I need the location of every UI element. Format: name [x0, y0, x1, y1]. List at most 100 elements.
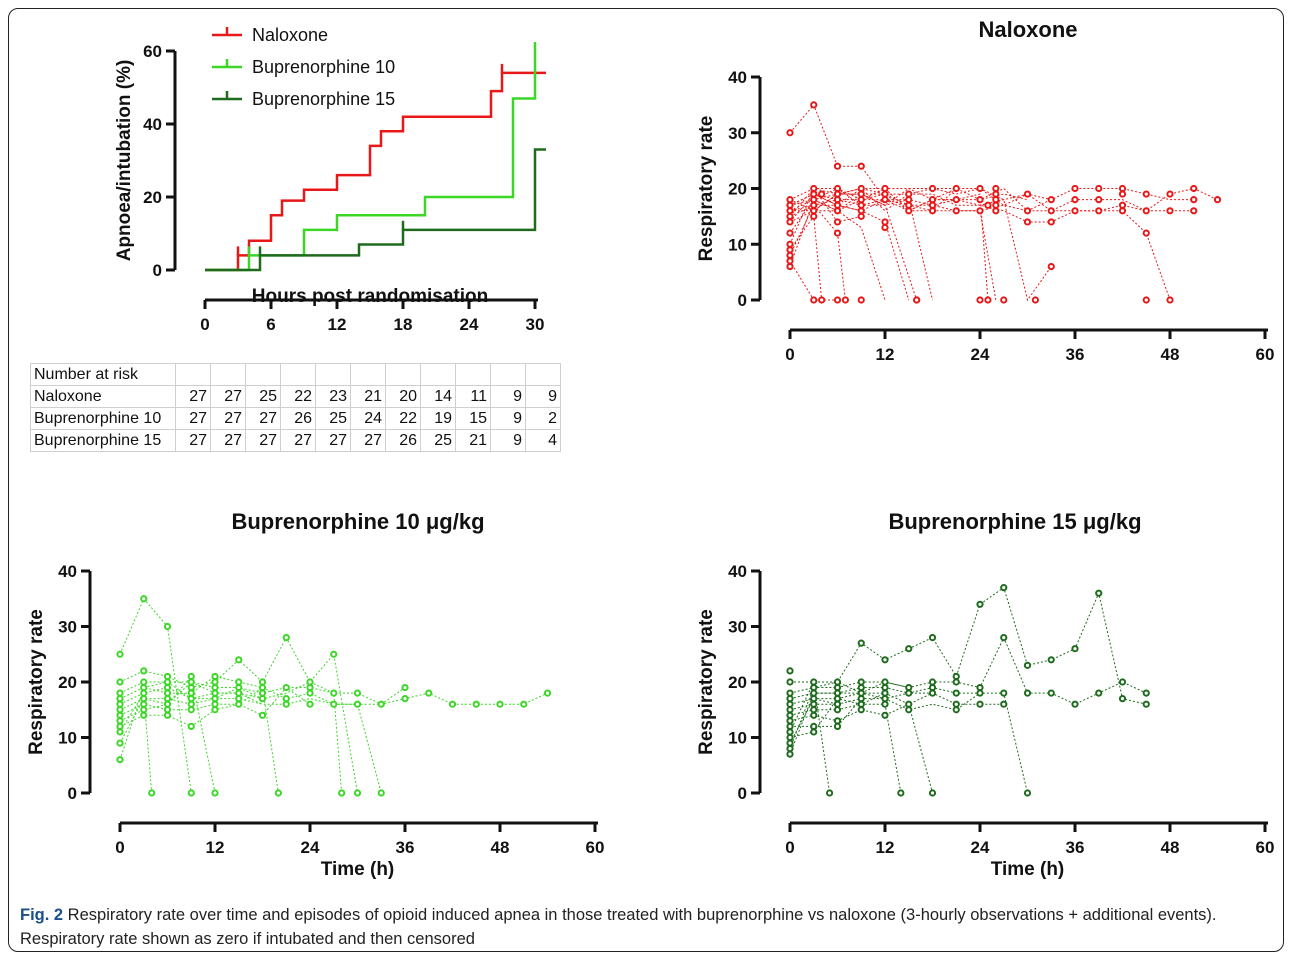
- data-point: [833, 196, 842, 204]
- data-point: [928, 196, 937, 204]
- x-tick-label: 30: [526, 315, 545, 334]
- data-point: [140, 711, 148, 719]
- risk-table-header-row: Number at risk: [30, 363, 561, 386]
- data-point: [881, 695, 889, 703]
- data-point: [116, 711, 124, 719]
- data-point: [928, 634, 937, 642]
- x-tick-label: 48: [491, 838, 510, 857]
- data-point: [306, 678, 314, 686]
- data-point: [810, 190, 818, 198]
- data-point: [786, 196, 794, 204]
- data-point: [833, 162, 842, 170]
- y-axis-label: Apnoea/intubation (%): [114, 60, 135, 262]
- data-point: [377, 789, 385, 797]
- data-point: [976, 683, 984, 692]
- data-point: [786, 717, 794, 725]
- data-point: [472, 700, 480, 708]
- data-point: [786, 262, 794, 271]
- data-point: [1118, 207, 1127, 215]
- data-point: [833, 296, 842, 304]
- data-point: [1118, 190, 1127, 198]
- data-point: [976, 207, 984, 215]
- data-point: [1031, 296, 1040, 304]
- risk-cell: [350, 363, 386, 386]
- data-point: [810, 296, 818, 304]
- data-point: [786, 728, 794, 736]
- data-point: [833, 201, 842, 209]
- x-tick-label: 0: [785, 838, 794, 857]
- risk-cell: 27: [175, 407, 211, 430]
- data-point: [140, 678, 148, 686]
- data-point: [992, 190, 1000, 198]
- number-at-risk-table: Number at risk Naloxone 27 27 25 22 23 2…: [30, 363, 561, 452]
- data-point: [905, 689, 913, 697]
- data-point: [833, 683, 842, 692]
- data-point: [1071, 645, 1079, 653]
- data-point: [140, 689, 148, 697]
- data-point: [928, 683, 937, 692]
- trajectory-line: [789, 188, 1194, 217]
- data-point: [116, 678, 124, 686]
- data-point: [258, 683, 267, 692]
- data-point: [1166, 296, 1174, 304]
- risk-cell: 27: [280, 429, 316, 452]
- x-tick-label: 36: [1066, 345, 1085, 364]
- data-point: [897, 789, 905, 797]
- data-point: [952, 196, 960, 204]
- risk-cell: [175, 363, 211, 386]
- data-point: [211, 672, 219, 681]
- chart-2: 0 10 20 30 40 0 12 24 36 48 60 Respiratory rate Time…: [26, 509, 604, 880]
- data-point: [282, 683, 290, 692]
- data-point: [496, 700, 504, 708]
- y-tick-label: 40: [58, 562, 77, 581]
- risk-cell: 22: [280, 385, 316, 408]
- risk-cell: [525, 363, 561, 386]
- risk-cell: 27: [245, 429, 281, 452]
- data-point: [857, 695, 865, 703]
- data-point: [1190, 207, 1198, 215]
- data-point: [810, 683, 818, 692]
- data-point: [163, 706, 172, 714]
- data-point: [786, 733, 794, 742]
- data-point: [258, 695, 267, 703]
- data-point: [825, 789, 834, 797]
- y-tick-label: 20: [143, 188, 162, 207]
- data-point: [116, 700, 124, 708]
- data-point: [401, 683, 409, 692]
- data-point: [353, 700, 362, 708]
- data-point: [140, 706, 148, 714]
- x-axis-label: Time (h): [321, 859, 395, 880]
- data-point: [810, 689, 818, 697]
- risk-row-label: Buprenorphine 10: [30, 407, 176, 430]
- data-point: [1000, 634, 1008, 642]
- chart-title: Naloxone: [978, 17, 1077, 42]
- data-point: [833, 689, 842, 697]
- x-tick-label: 12: [876, 838, 895, 857]
- data-point: [163, 695, 172, 703]
- data-point: [235, 700, 243, 708]
- data-point: [905, 207, 913, 215]
- chart-title: Buprenorphine 15 μg/kg: [888, 509, 1141, 534]
- risk-cell: 27: [350, 429, 386, 452]
- data-point: [952, 689, 960, 697]
- data-point: [1095, 207, 1103, 215]
- data-point: [1000, 296, 1008, 304]
- data-point: [992, 184, 1000, 193]
- data-point: [211, 695, 219, 703]
- km-series-line: [205, 148, 546, 272]
- y-tick-label: 0: [153, 261, 162, 280]
- data-point: [282, 634, 290, 642]
- figure-caption: Fig. 2 Respiratory rate over time and ep…: [20, 903, 1272, 951]
- data-point: [1071, 196, 1079, 204]
- risk-cell: 9: [490, 385, 526, 408]
- data-point: [1047, 262, 1055, 271]
- risk-cell: 11: [455, 385, 491, 408]
- x-tick-label: 48: [1161, 345, 1180, 364]
- y-tick-label: 10: [728, 235, 747, 254]
- risk-cell: 22: [385, 407, 421, 430]
- data-point: [1142, 190, 1150, 198]
- data-point: [1047, 207, 1055, 215]
- legend-label: Naloxone: [252, 25, 328, 45]
- data-point: [116, 695, 124, 703]
